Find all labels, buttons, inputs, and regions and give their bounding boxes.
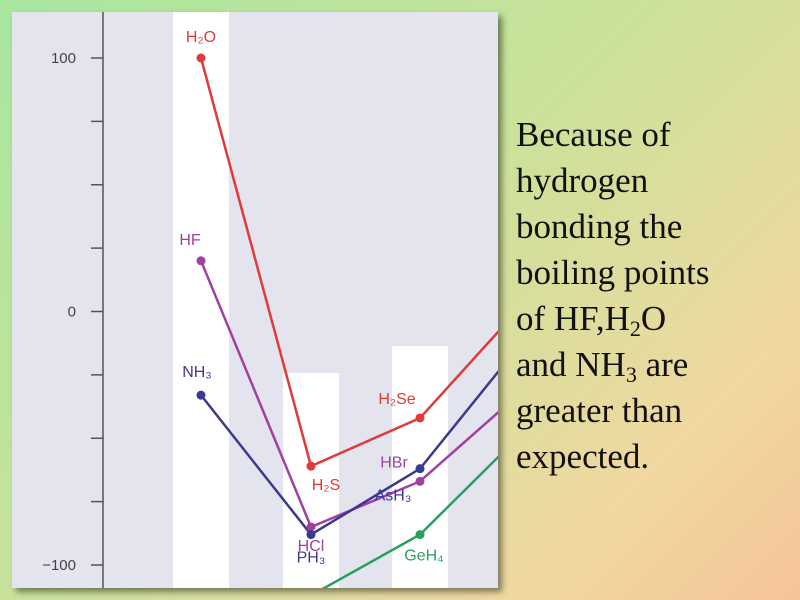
caption-line: hydrogen (516, 161, 649, 200)
data-label: AsH₃ (375, 488, 412, 505)
caption-line: Because of (516, 115, 671, 154)
data-label: PH₃ (297, 550, 326, 567)
series-line (199, 260, 498, 529)
caption-line: of HF,H2O (516, 296, 786, 342)
series-points (196, 53, 425, 540)
data-label: H₂O (186, 29, 216, 46)
caption-line: boiling points (516, 253, 710, 292)
data-label: H₂Se (378, 391, 415, 408)
period-bands (173, 12, 448, 588)
y-tick-label: −100 (42, 557, 76, 574)
period-band (173, 12, 229, 588)
series-line (200, 369, 498, 537)
data-label: H₂S (312, 477, 340, 494)
caption-line: expected. (516, 437, 650, 476)
data-point (306, 461, 316, 471)
boiling-point-chart: 100 0 −100 H₂O H₂S H₂Se HF HCl HBr NH₃ PH₃ AsH₃ GeH… (42, 12, 498, 588)
data-point (415, 530, 425, 540)
data-point (196, 256, 206, 266)
caption-text-part: O (640, 299, 667, 338)
caption-text-part: of HF,H (516, 299, 630, 338)
data-label: HCl (298, 538, 325, 555)
data-point (196, 390, 206, 400)
data-label: HF (179, 232, 201, 249)
series-line (199, 57, 498, 468)
caption-text-part: are (636, 345, 689, 384)
point-labels: H₂O H₂S H₂Se HF HCl HBr NH₃ PH₃ AsH₃ GeH₄ (179, 29, 443, 567)
y-tick-label: 0 (68, 304, 76, 321)
caption-line: and NH3 are (516, 342, 786, 388)
caption-text-part: and NH (516, 345, 626, 384)
caption-subscript: 2 (629, 316, 641, 341)
data-label: NH₃ (182, 364, 212, 381)
series-lines (199, 57, 498, 588)
caption-line: bonding the (516, 207, 683, 246)
data-point (415, 413, 425, 423)
data-point (196, 53, 206, 63)
data-point (415, 476, 425, 486)
data-label: HBr (380, 454, 408, 471)
data-point (306, 530, 316, 540)
data-point (306, 522, 316, 532)
caption-line: greater than (516, 391, 683, 430)
y-tick-label: 100 (51, 50, 76, 67)
y-axis: 100 0 −100 (42, 12, 104, 588)
data-point (415, 464, 425, 474)
chart-panel: 100 0 −100 H₂O H₂S H₂Se HF HCl HBr NH₃ PH₃ AsH₃ GeH… (12, 12, 498, 588)
caption-text: Because of hydrogen bonding the boiling … (516, 112, 786, 480)
data-label: GeH₄ (404, 548, 443, 565)
caption-subscript: 3 (625, 362, 637, 387)
